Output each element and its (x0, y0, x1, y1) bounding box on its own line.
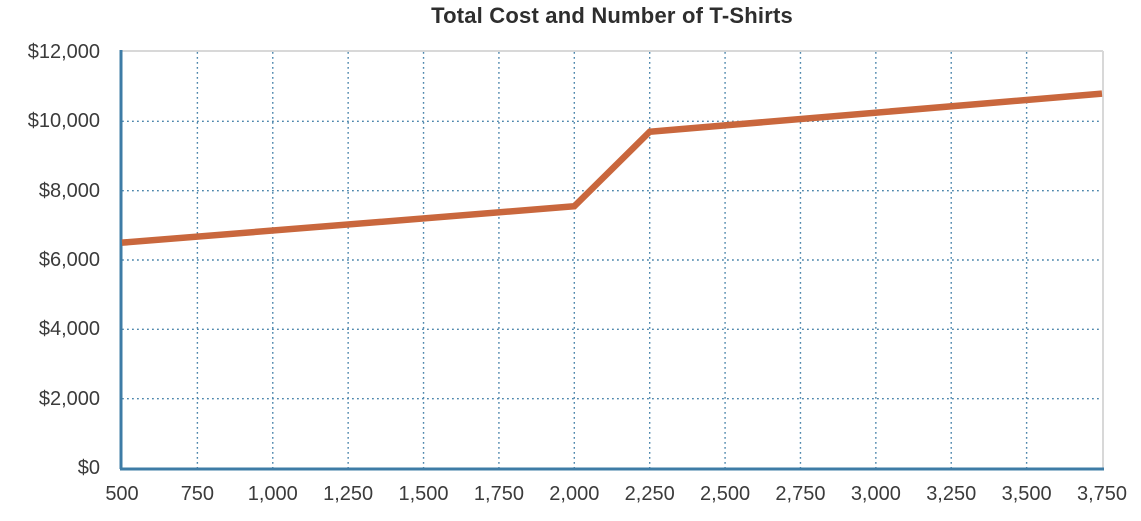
chart-title: Total Cost and Number of T-Shirts (431, 3, 793, 28)
x-tick-label: 3,000 (850, 483, 901, 505)
x-tick-label: 2,000 (549, 483, 600, 505)
x-tick-label: 1,750 (473, 483, 524, 505)
y-tick-label: $12,000 (27, 41, 100, 63)
y-tick-label: $8,000 (38, 179, 100, 202)
x-tick-label: 500 (105, 483, 139, 505)
x-tick-label: 2,500 (700, 483, 751, 505)
x-tick-label: 2,250 (624, 483, 675, 505)
x-tick-label: 3,250 (926, 483, 977, 505)
x-tick-label: 750 (180, 483, 215, 505)
y-tick-label: $4,000 (38, 318, 100, 341)
y-tick-label: $0 (77, 457, 100, 479)
total-cost-line (121, 90, 1103, 246)
x-tick-label: 2,750 (775, 483, 826, 505)
y-tick-label: $6,000 (38, 249, 100, 271)
y-tick-label: $2,000 (38, 387, 100, 410)
x-tick-label: 3,500 (1001, 483, 1052, 505)
x-tick-label: 1,250 (323, 483, 374, 505)
x-tick-label: 1,500 (398, 483, 449, 505)
y-tick-label: $10,000 (27, 110, 100, 133)
plot-area (119, 50, 1104, 471)
x-tick-label: 1,000 (247, 483, 298, 505)
x-tick-label: 3,750 (1076, 483, 1128, 505)
